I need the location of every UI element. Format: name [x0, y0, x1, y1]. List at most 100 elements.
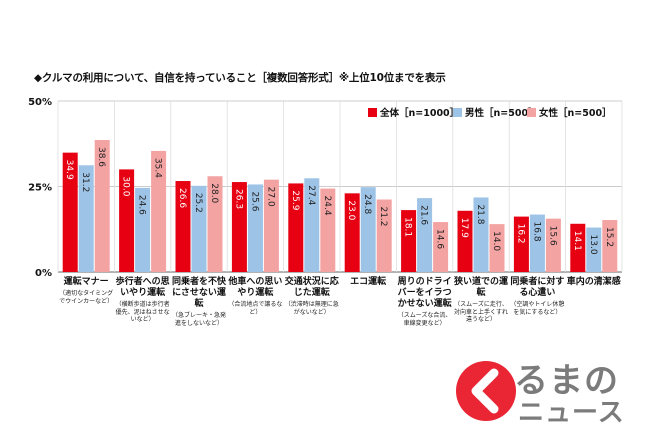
bar: [433, 222, 449, 272]
bar: [376, 199, 392, 272]
data-label: 21.8: [475, 204, 485, 224]
bar: [545, 218, 561, 272]
bar: [602, 220, 618, 272]
category-label: 歩行者への思いやり運転 （横断歩道は歩行者優先、泥はねさせないなど）: [115, 277, 171, 324]
data-label: 38.6: [96, 147, 106, 167]
category-note: （渋滞時は無理に急がないなど）: [284, 301, 339, 316]
bar: [320, 188, 336, 272]
bar: [570, 223, 586, 272]
bar: [288, 183, 304, 272]
category-note: （適切なタイミングでウインカーなど）: [59, 290, 114, 305]
legend-label: 男性［n=500］: [465, 107, 538, 119]
bar: [247, 184, 263, 272]
data-label: 16.2: [515, 224, 525, 244]
bar: [586, 227, 602, 272]
bar: [135, 187, 151, 272]
data-label: 28.0: [209, 183, 219, 203]
bar: [62, 152, 78, 272]
category-label: エコ運転: [340, 277, 396, 288]
legend-swatch: [453, 108, 462, 117]
bar: [304, 178, 320, 272]
data-label: 15.2: [604, 227, 614, 247]
data-label: 18.1: [403, 217, 413, 237]
category-note: （急ブレーキ・急発進をしないなど）: [172, 312, 227, 327]
bar: [344, 193, 360, 272]
y-axis: 0% 25% 50%: [28, 97, 52, 279]
bar: [401, 210, 417, 272]
data-label: 27.0: [265, 187, 275, 207]
chart-title: ◆クルマの利用について、自信を持っていること［複数回答形式］※上位10位までを表…: [34, 72, 446, 84]
category-note: （スムーズに走行、対向車と上手くすれ違うなど）: [453, 301, 508, 323]
legend-swatch: [368, 108, 377, 117]
logo-text-bottom: ニュース: [518, 398, 625, 428]
category-label: 周りのドライバーをイラつかせない運転 （スムーズな合流、車線変更など）: [397, 277, 453, 327]
category-label: 同乗者に対する心遣い （空調やトイレ休憩を気にするなど）: [510, 277, 564, 316]
category-name: 周りのドライバーをイラつかせない運転: [397, 277, 452, 309]
data-label: 21.2: [378, 206, 388, 226]
category-label: 運転マナー （適切なタイミングでウインカーなど）: [58, 277, 114, 305]
category-label: 狭い道での運転 （スムーズに走行、対向車と上手くすれ違うなど）: [453, 277, 509, 324]
category-label: 他車への思いやり運転 （合流地点で譲るなど）: [227, 277, 283, 316]
data-label: 35.4: [153, 158, 163, 178]
data-label: 25.2: [193, 193, 203, 213]
legend-label: 全体［n=1000］: [379, 107, 459, 119]
legend-label: 女性［n=500］: [539, 107, 612, 119]
category-label: 交通状況に応じた運転 （渋滞時は無理に急がないなど）: [284, 277, 340, 316]
data-label: 34.9: [64, 160, 74, 180]
bar: [473, 197, 489, 272]
data-label: 25.9: [290, 190, 300, 210]
data-label: 27.4: [306, 185, 316, 205]
bar: [94, 139, 110, 272]
category-note: （横断歩道は歩行者優先、泥はねさせないなど）: [115, 301, 170, 323]
data-label: 15.6: [547, 226, 557, 246]
legend-swatch: [527, 108, 536, 117]
bar: [119, 169, 135, 272]
bar: [231, 182, 247, 272]
category-name: 運転マナー: [63, 277, 109, 287]
bar: [513, 216, 529, 272]
category-name: 狭い道での運転: [453, 277, 508, 298]
bar: [151, 150, 167, 272]
bar: [489, 224, 505, 272]
logo-text-top: るまの: [514, 361, 619, 401]
category-label: 同乗者を不快にさせない運転 （急ブレーキ・急発進をしないなど）: [172, 277, 226, 327]
category-label: 車内の清潔感: [566, 277, 622, 288]
bar: [417, 198, 433, 272]
category-name: 交通状況に応じた運転: [284, 277, 339, 298]
data-label: 17.9: [459, 218, 469, 238]
kurumanonews-logo: るまの ニュース: [452, 355, 642, 428]
category-name: 歩行者への思いやり運転: [115, 277, 170, 298]
category-note: （スムーズな合流、車線変更など）: [397, 312, 452, 327]
data-label: 23.0: [346, 200, 356, 220]
data-label: 14.6: [435, 229, 445, 249]
bar: [191, 185, 207, 272]
category-note: （空調やトイレ休憩を気にするなど）: [510, 301, 565, 316]
legend: 全体［n=1000］ 男性［n=500］ 女性［n=500］: [368, 107, 612, 119]
data-label: 26.6: [177, 188, 187, 208]
category-name: 同乗者に対する心遣い: [510, 277, 565, 298]
bar: [175, 181, 191, 272]
category-name: エコ運転: [350, 277, 387, 287]
data-label: 24.6: [137, 195, 147, 215]
data-label: 24.8: [362, 194, 372, 214]
logo-mark-icon: [456, 361, 516, 421]
category-name: 車内の清潔感: [566, 277, 621, 287]
bar: [457, 210, 473, 272]
category-name: 他車への思いやり運転: [228, 277, 283, 298]
gridlines: [57, 100, 623, 273]
bars: 34.9 31.2 38.6 30.0 24.6 35.4 26.6 25.2 28.0 26.3…: [62, 139, 618, 272]
bar: [263, 179, 279, 272]
data-label: 13.0: [588, 235, 598, 255]
data-label: 31.2: [80, 172, 90, 192]
y-tick-label: 0%: [35, 268, 52, 279]
data-label: 16.8: [531, 222, 541, 242]
data-label: 25.6: [249, 191, 259, 211]
category-note: （合流地点で譲るなど）: [228, 301, 283, 316]
data-label: 21.6: [419, 205, 429, 225]
data-label: 24.4: [322, 196, 332, 216]
data-label: 14.1: [572, 231, 582, 251]
data-label: 26.3: [233, 189, 243, 209]
data-label: 30.0: [121, 176, 131, 196]
y-tick-label: 25%: [28, 183, 52, 194]
